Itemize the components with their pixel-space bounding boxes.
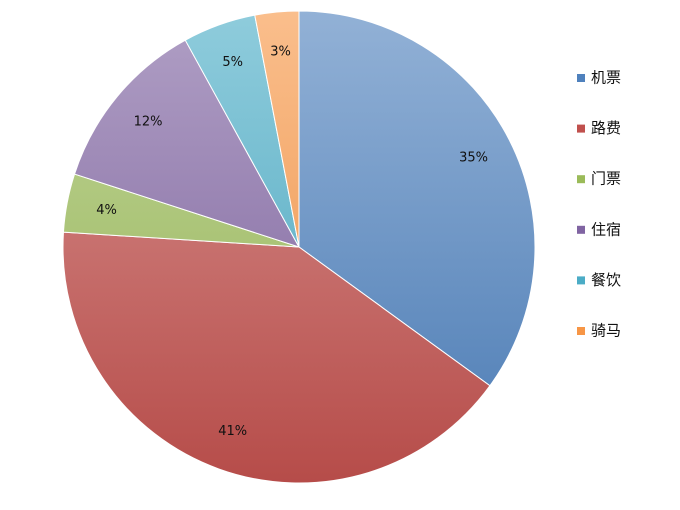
- data-labels: 35% 41% 4% 12% 5% 3%: [96, 44, 488, 438]
- legend-swatch-2: [577, 124, 585, 133]
- legend-swatch-4: [577, 225, 585, 234]
- legend-swatch-6: [577, 327, 585, 335]
- data-label-6: 3%: [270, 44, 291, 59]
- legend-label-4: 住宿: [591, 220, 621, 238]
- data-label-2: 41%: [218, 424, 247, 439]
- legend-swatch-5: [577, 276, 585, 285]
- data-label-5: 5%: [222, 55, 243, 70]
- legend-label-6: 骑马: [591, 322, 621, 340]
- legend-label-3: 门票: [591, 170, 621, 188]
- data-label-4: 12%: [134, 115, 163, 130]
- legend-swatch-3: [577, 175, 585, 184]
- legend-label-1: 机票: [591, 69, 621, 87]
- pie-slices: [62, 10, 536, 484]
- legend-label-5: 餐饮: [591, 271, 621, 289]
- slice-1: [298, 10, 536, 387]
- data-label-3: 4%: [96, 203, 117, 218]
- legend-label-2: 路费: [591, 119, 621, 137]
- slice-2: [62, 231, 491, 484]
- slice-4: [73, 39, 301, 248]
- slice-6: [254, 10, 300, 248]
- data-label-1: 35%: [459, 151, 488, 166]
- legend-swatch-1: [577, 74, 585, 82]
